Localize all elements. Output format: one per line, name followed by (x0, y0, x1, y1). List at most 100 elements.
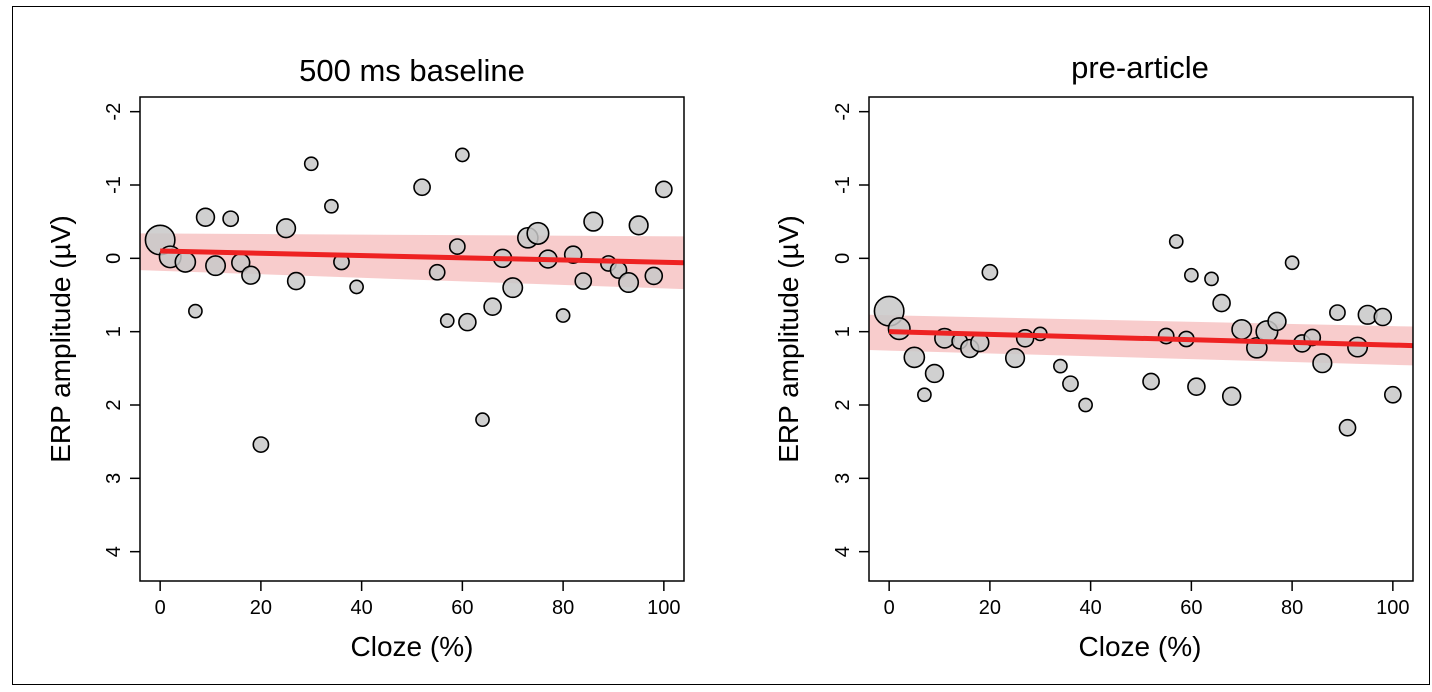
plot-contents (869, 234, 1413, 437)
y-tick-label: -2 (103, 103, 125, 121)
data-point (428, 263, 446, 281)
data-point (1284, 255, 1300, 271)
x-tick-label: 100 (647, 597, 680, 619)
x-tick-label: 20 (979, 597, 1001, 619)
data-point (454, 147, 470, 163)
y-tick-label: 2 (832, 399, 854, 410)
data-point (526, 221, 550, 245)
data-point (1221, 386, 1242, 406)
plot-border (139, 96, 685, 582)
x-tick-label: 0 (884, 597, 895, 619)
data-point (475, 412, 490, 428)
y-tick-label: -1 (103, 176, 125, 194)
data-point (1231, 318, 1253, 340)
x-tick-label: 100 (1376, 597, 1409, 619)
y-tick-label: 0 (103, 253, 125, 264)
data-point (917, 387, 932, 403)
data-point (349, 279, 364, 295)
data-point (252, 436, 270, 454)
data-point (1078, 397, 1093, 413)
y-tick-label: 2 (103, 399, 125, 410)
y-tick-label: 4 (103, 546, 125, 557)
data-point (439, 313, 455, 329)
data-point (1329, 304, 1346, 322)
data-point (628, 215, 649, 236)
y-axis-label: ERP amplitude (µV) (773, 215, 804, 463)
y-tick-label: -2 (832, 103, 854, 121)
data-point (555, 308, 571, 323)
data-point (887, 317, 911, 341)
data-point (654, 180, 673, 199)
data-point (1267, 311, 1287, 332)
data-point (618, 272, 640, 294)
data-point (1204, 271, 1219, 287)
chart-panel-2: pre-article Cloze (%) ERP amplitude (µV)… (773, 50, 1414, 662)
data-point (1168, 234, 1184, 249)
regression-line (889, 329, 1413, 349)
chart-panel-1: 500 ms baseline Cloze (%) ERP amplitude … (45, 53, 685, 662)
data-point (413, 178, 431, 197)
data-point (574, 272, 593, 290)
data-point (241, 265, 261, 285)
data-point (205, 255, 227, 277)
y-tick-label: 3 (103, 473, 125, 484)
data-point (222, 210, 240, 228)
x-tick-label: 20 (250, 597, 272, 619)
data-point (324, 198, 339, 214)
y-tick-label: 1 (103, 326, 125, 337)
data-point (1015, 328, 1035, 348)
data-point (1053, 358, 1068, 374)
plot-area: 0 20 40 60 80 100 -2 -1 0 1 2 3 4 (103, 96, 685, 619)
x-tick-label: 60 (451, 597, 473, 619)
data-point (195, 207, 216, 227)
x-tick-label: 40 (351, 597, 373, 619)
data-point (644, 266, 664, 286)
data-point (1373, 307, 1393, 327)
data-point (1183, 267, 1199, 283)
plot-border (868, 96, 1414, 582)
y-tick-label: -1 (832, 176, 854, 194)
data-point (1004, 347, 1026, 369)
data-point (1347, 336, 1369, 358)
data-point (448, 238, 466, 256)
data-point (303, 156, 319, 172)
plot-contents (140, 147, 684, 454)
data-point (981, 263, 999, 281)
data-point (286, 271, 306, 291)
x-axis-label: Cloze (%) (351, 631, 474, 662)
data-point (483, 297, 502, 317)
data-point (1338, 418, 1357, 437)
x-tick-label: 40 (1080, 597, 1102, 619)
x-tick-label: 60 (1180, 597, 1202, 619)
chart-title: 500 ms baseline (299, 53, 525, 88)
data-point (1312, 353, 1333, 374)
y-tick-label: 1 (832, 326, 854, 337)
data-point (1212, 293, 1231, 313)
data-point (458, 312, 477, 332)
data-point (903, 346, 926, 369)
y-axis-label: ERP amplitude (µV) (45, 215, 76, 463)
data-point (502, 277, 524, 299)
y-tick-label: 0 (832, 253, 854, 264)
data-point (174, 251, 197, 273)
confidence-band (140, 233, 684, 290)
data-point (188, 303, 203, 319)
chart-title: pre-article (1071, 50, 1209, 85)
data-point (1383, 385, 1402, 404)
data-point (583, 211, 604, 232)
x-tick-label: 80 (552, 597, 574, 619)
x-tick-label: 80 (1281, 597, 1303, 619)
y-tick-label: 4 (832, 546, 854, 557)
x-tick-label: 0 (155, 597, 166, 619)
data-point (1187, 377, 1206, 396)
y-tick-label: 3 (832, 473, 854, 484)
plot-area: 0 20 40 60 80 100 -2 -1 0 1 2 3 4 (832, 96, 1414, 619)
data-point (1142, 372, 1160, 391)
data-point (275, 218, 297, 239)
data-point (1062, 375, 1079, 393)
data-point (924, 363, 945, 384)
regression-line (160, 248, 684, 266)
x-axis-label: Cloze (%) (1079, 631, 1202, 662)
